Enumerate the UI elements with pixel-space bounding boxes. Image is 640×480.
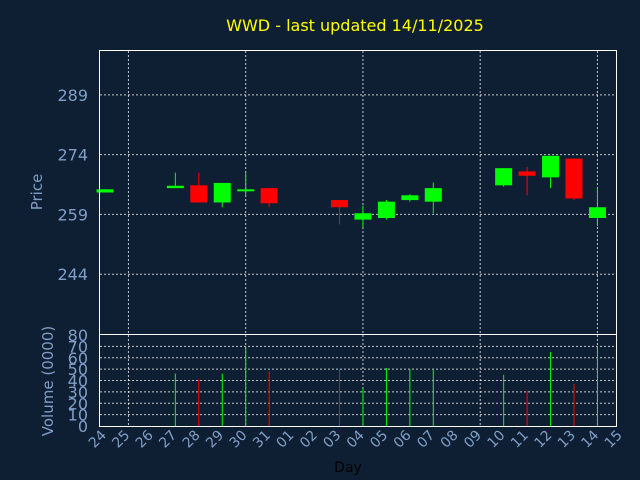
volume-tick-label: 70 xyxy=(68,337,88,356)
price-tick-label: 289 xyxy=(57,86,88,105)
candle-body xyxy=(377,201,395,219)
x-tick-label: 03 xyxy=(320,428,344,452)
volume-axis-label: Volume (0000) xyxy=(39,326,57,436)
candle-body xyxy=(565,158,583,199)
x-tick-label: 06 xyxy=(391,427,415,451)
volume-tick-label: 60 xyxy=(68,349,88,368)
candle-body xyxy=(424,188,442,202)
x-tick-label: 12 xyxy=(531,428,555,452)
x-tick-label: 13 xyxy=(555,428,579,452)
candle-body xyxy=(331,200,348,208)
price-axis-label: Price xyxy=(28,174,46,211)
candle-body xyxy=(354,213,372,220)
x-tick-label: 11 xyxy=(508,428,532,452)
x-tick-label: 14 xyxy=(578,427,602,451)
x-tick-label: 28 xyxy=(180,428,204,452)
candle-body xyxy=(213,182,231,203)
candle-body xyxy=(588,207,606,219)
chart-title: WWD - last updated 14/11/2025 xyxy=(226,16,484,35)
candle-body xyxy=(260,188,278,204)
volume-tick-label: 50 xyxy=(68,360,88,379)
volume-tick-label: 30 xyxy=(68,383,88,402)
volume-tick-label: 20 xyxy=(68,394,88,413)
price-panel-frame xyxy=(99,50,617,335)
x-tick-label: 29 xyxy=(203,428,227,452)
candle-body xyxy=(542,155,560,178)
price-tick-label: 244 xyxy=(57,265,88,284)
x-tick-label: 04 xyxy=(344,427,368,451)
candle-body xyxy=(518,171,536,176)
grid xyxy=(100,51,616,426)
volume-bars xyxy=(174,346,598,426)
x-tick-label: 02 xyxy=(297,428,321,452)
volume-tick-label: 80 xyxy=(68,326,88,345)
x-tick-label: 05 xyxy=(367,428,391,452)
x-tick-label: 15 xyxy=(602,428,626,452)
volume-tick-label: 40 xyxy=(68,372,88,391)
x-tick-label: 25 xyxy=(109,428,133,452)
x-axis-label: Day xyxy=(334,460,362,476)
candle-body xyxy=(401,195,419,201)
x-tick-label: 31 xyxy=(250,428,274,452)
x-tick-label: 08 xyxy=(438,428,462,452)
price-tick-label: 259 xyxy=(57,205,88,224)
candle-body xyxy=(237,189,255,192)
price-candles xyxy=(96,155,606,228)
x-tick-label: 24 xyxy=(86,427,110,451)
x-tick-label: 07 xyxy=(414,428,438,452)
candle-body xyxy=(495,168,513,186)
x-tick-label: 09 xyxy=(461,428,485,452)
volume-panel-frame xyxy=(99,334,617,427)
candle-body xyxy=(96,189,114,193)
candle-body xyxy=(166,185,184,189)
x-tick-label: 27 xyxy=(156,428,180,452)
price-tick-label: 274 xyxy=(57,146,88,165)
x-tick-label: 10 xyxy=(485,428,509,452)
candle-body xyxy=(190,185,208,203)
x-tick-label: 26 xyxy=(133,427,157,451)
x-tick-labels: 24 25 26 27 28 29 30 31 01 02 03 04 05 06 07 08 09 10 11 12… xyxy=(86,427,626,451)
volume-tick-label: 10 xyxy=(68,406,88,425)
volume-tick-label: 0 xyxy=(78,417,88,436)
x-tick-label: 01 xyxy=(274,428,298,452)
x-tick-label: 30 xyxy=(227,428,251,452)
